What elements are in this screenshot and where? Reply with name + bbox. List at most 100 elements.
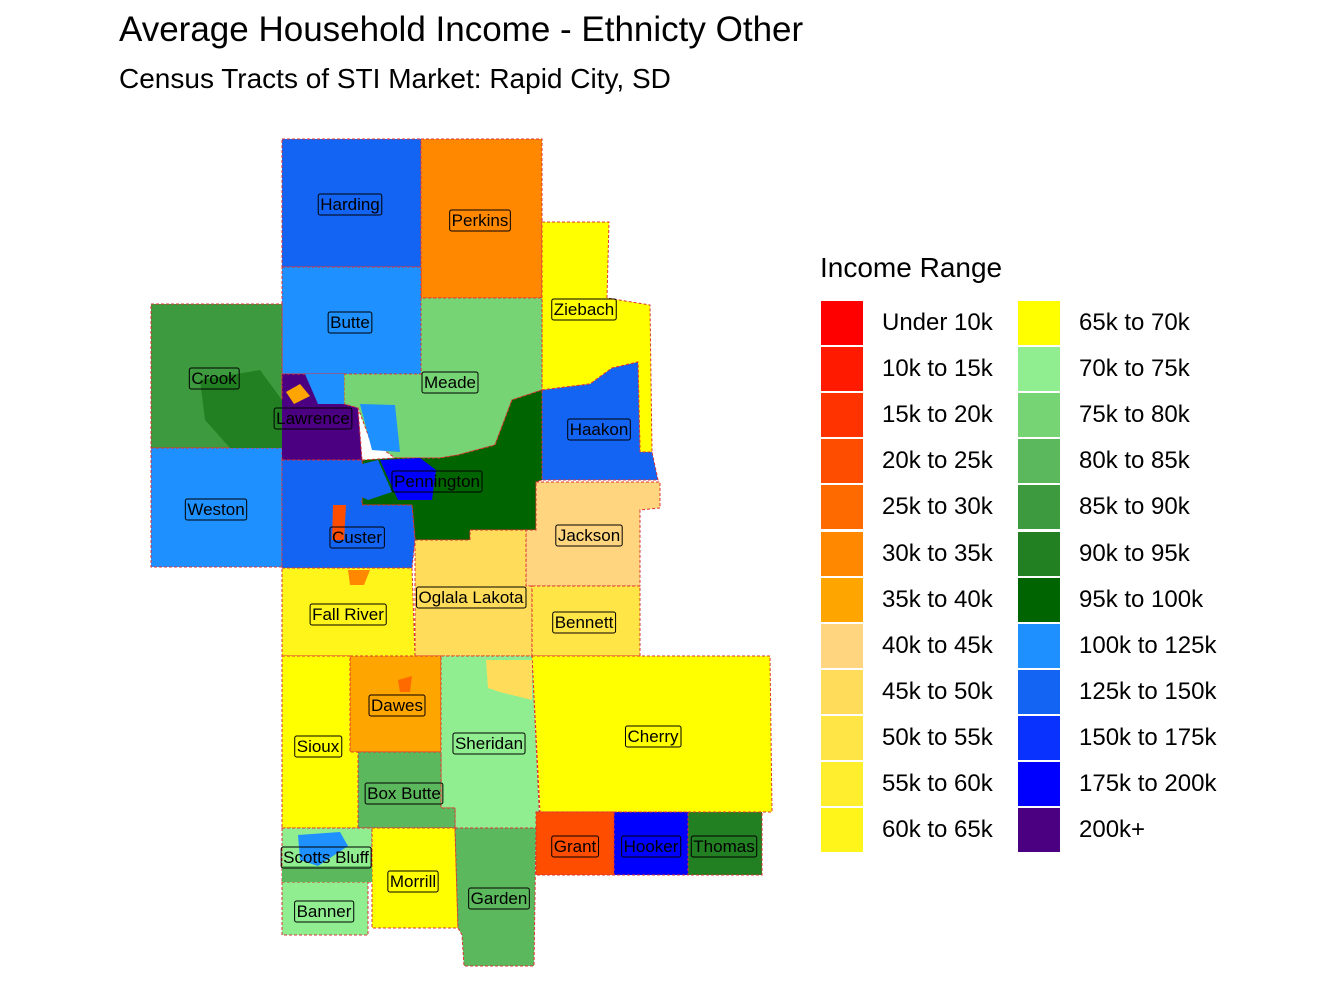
county-label-group: Sheridan: [452, 732, 526, 755]
legend-label: 50k to 55k: [882, 723, 993, 751]
county-label-group: Haakon: [567, 418, 631, 441]
legend-item: 95k to 100k: [1018, 577, 1238, 623]
county-label: Bennett: [555, 613, 614, 632]
county-label: Crook: [191, 369, 237, 388]
county-thomas: [687, 811, 763, 876]
legend-item: 175k to 200k: [1018, 761, 1238, 807]
county-label-group: Garden: [468, 887, 530, 910]
county-label-group: Butte: [327, 311, 373, 334]
county-label-box: [327, 311, 373, 334]
county-label-group: Cherry: [624, 725, 682, 748]
county-label-group: Oglala Lakota: [416, 586, 527, 609]
county-label-group: Fall River: [309, 603, 387, 626]
county-label-box: [391, 470, 483, 493]
county-garden: [454, 827, 537, 967]
county-label-group: Harding: [317, 193, 383, 216]
county-label: Sheridan: [455, 734, 523, 753]
county-label-box: [551, 835, 600, 858]
legend-label: 10k to 15k: [882, 355, 993, 383]
county-label-box: [555, 524, 623, 547]
county-label: Haakon: [570, 420, 629, 439]
county-label-box: [329, 526, 385, 549]
county-label: Harding: [320, 195, 380, 214]
county-label-box: [387, 870, 439, 893]
county-label-box: [416, 586, 527, 609]
county-label: Butte: [330, 313, 370, 332]
legend-item: 85k to 90k: [1018, 484, 1238, 530]
legend-swatch: [1018, 577, 1060, 622]
legend-label: 80k to 85k: [1079, 447, 1190, 475]
county-polygons: [150, 138, 773, 967]
legend-item: 150k to 175k: [1018, 715, 1238, 761]
map-subtitle: Census Tracts of STI Market: Rapid City,…: [119, 63, 671, 94]
county-label-box: [567, 418, 631, 441]
legend-item: 15k to 20k: [821, 392, 1041, 438]
legend-label: 100k to 125k: [1079, 631, 1217, 659]
county-label: Dawes: [371, 696, 423, 715]
legend-swatch: [821, 762, 863, 806]
legend-item: 55k to 60k: [821, 761, 1041, 807]
tract-patch: [486, 660, 532, 700]
tract-patch: [298, 832, 348, 866]
county-label: Cherry: [627, 727, 679, 746]
county-label-box: [368, 694, 426, 717]
county-label: Weston: [187, 500, 244, 519]
legend-label: 150k to 175k: [1079, 723, 1217, 751]
legend-label: Under 10k: [882, 309, 993, 336]
legend-swatch: [1018, 715, 1060, 760]
legend-item: Under 10k: [821, 300, 1041, 346]
legend-label: 30k to 35k: [882, 539, 993, 567]
county-cherry: [531, 655, 773, 813]
legend-item: 70k to 75k: [1018, 346, 1238, 392]
county-label: Hooker: [624, 837, 679, 856]
county-label-box: [364, 782, 444, 805]
county-label-group: Weston: [184, 498, 248, 521]
county-label-group: Pennington: [391, 470, 483, 493]
legend-label: 25k to 30k: [882, 493, 993, 521]
county-label-box: [317, 193, 383, 216]
county-label-box: [188, 367, 240, 390]
legend-label: 60k to 65k: [882, 816, 993, 844]
legend-swatch: [821, 301, 863, 345]
legend-swatch: [1018, 347, 1060, 392]
county-label-group: Hooker: [621, 835, 682, 858]
legend-item: 20k to 25k: [821, 438, 1041, 484]
county-label-group: Ziebach: [551, 298, 617, 321]
county-label: Garden: [471, 889, 528, 908]
legend-label: 95k to 100k: [1079, 585, 1204, 613]
county-label-group: Crook: [188, 367, 240, 390]
legend-swatch: [1018, 301, 1060, 345]
legend-item: 25k to 30k: [821, 484, 1041, 530]
county-label-box: [551, 298, 617, 321]
county-label-group: Perkins: [449, 209, 511, 232]
legend-swatch: [821, 808, 863, 853]
legend-item: 45k to 50k: [821, 669, 1041, 715]
county-labels: Harding Perkins Ziebach Butte Meade Crook Lawr…: [184, 193, 758, 923]
county-label-box: [184, 498, 248, 521]
legend-label: 65k to 70k: [1079, 309, 1190, 336]
county-label-box: [449, 209, 511, 232]
legend-swatch: [1018, 485, 1060, 530]
tract-patch: [348, 570, 370, 585]
legend-label: 175k to 200k: [1079, 770, 1217, 797]
legend-swatch: [1018, 623, 1060, 668]
tract-patch: [282, 866, 372, 882]
county-label-box: [309, 603, 387, 626]
legend-swatch: [821, 715, 863, 760]
legend-swatch: [821, 577, 863, 622]
legend-swatch: [821, 623, 863, 668]
county-label-box: [273, 407, 353, 430]
legend-swatch: [1018, 808, 1060, 853]
legend-label: 85k to 90k: [1079, 493, 1190, 521]
county-label-group: Sioux: [294, 735, 343, 758]
legend-swatch: [821, 669, 863, 714]
tract-patch: [305, 374, 344, 404]
map-title: Average Household Income - Ethnicty Othe…: [119, 10, 804, 49]
tract-patch: [380, 458, 436, 500]
county-label-box: [624, 725, 682, 748]
county-label-group: Bennett: [552, 611, 617, 634]
legend-item: 10k to 15k: [821, 346, 1041, 392]
legend-item: 60k to 65k: [821, 807, 1041, 853]
county-label-box: [294, 900, 355, 923]
county-label: Banner: [297, 902, 352, 921]
